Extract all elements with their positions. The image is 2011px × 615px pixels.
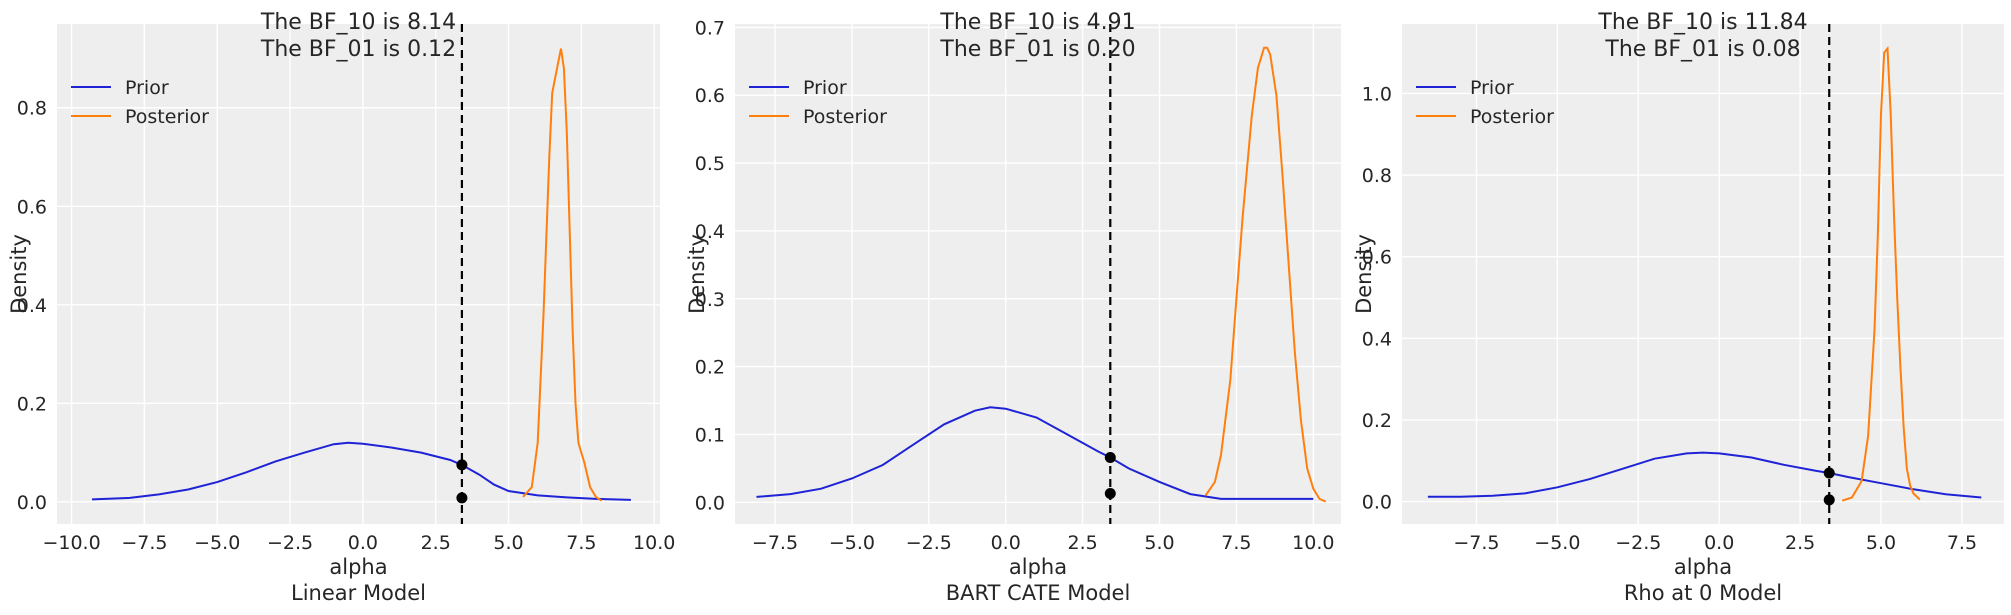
- x-tick-label: −2.5: [906, 532, 952, 554]
- series-line-posterior: [522, 48, 603, 502]
- x-tick-label: 5.0: [1144, 532, 1174, 554]
- density-point: [456, 459, 468, 471]
- y-tick-label: 0.6: [17, 196, 47, 218]
- x-tick-label: −5.0: [829, 532, 875, 554]
- x-tick-label: −7.5: [121, 532, 167, 554]
- legend-label-prior: Prior: [803, 77, 847, 99]
- x-axis-label: alpha: [329, 555, 387, 579]
- chart-title-line: The BF_10 is 4.91: [939, 10, 1135, 35]
- legend-label-posterior: Posterior: [803, 106, 887, 128]
- y-tick-label: 0.4: [17, 295, 47, 317]
- y-tick-label: 0.6: [695, 85, 725, 107]
- chart-panel-1: −10.0 −7.5 −5.0 −2.5 0.0 2.5 5.0 7.5 10.0 0.0 0.2 0…: [7, 10, 675, 605]
- y-tick-label: 0.2: [17, 393, 47, 415]
- x-tick-label: 2.5: [421, 532, 451, 554]
- x-tick-label: −5.0: [1534, 532, 1580, 554]
- series-line-prior: [1427, 451, 1982, 499]
- y-axis-label: Density: [685, 234, 709, 314]
- series-line-prior: [756, 406, 1314, 500]
- x-tick-label: 0.0: [1704, 532, 1734, 554]
- legend-label-posterior: Posterior: [125, 106, 209, 128]
- legend-label-posterior: Posterior: [1470, 106, 1554, 128]
- y-tick-label: 0.8: [1362, 165, 1392, 187]
- chart-title-line: The BF_10 is 11.84: [1597, 10, 1807, 35]
- x-tick-label: −7.5: [752, 532, 798, 554]
- x-tick-label: −2.5: [1615, 532, 1661, 554]
- y-tick-label: 0.0: [17, 492, 47, 514]
- legend-label-prior: Prior: [1470, 77, 1514, 99]
- y-tick-label: 1.0: [1362, 83, 1392, 105]
- x-tick-label: 10.0: [1292, 532, 1334, 554]
- x-tick-label: 2.5: [1067, 532, 1097, 554]
- series-line-posterior: [1841, 45, 1921, 502]
- y-tick-label: 0.4: [1362, 328, 1392, 350]
- y-axis-label: Density: [7, 234, 31, 314]
- chart-subtitle: BART CATE Model: [946, 581, 1131, 605]
- x-tick-label: 0.0: [348, 532, 378, 554]
- y-axis-label: Density: [1352, 234, 1376, 314]
- series-line-posterior: [1204, 46, 1327, 503]
- y-tick-label: 0.4: [695, 221, 725, 243]
- plot-area: [57, 24, 660, 524]
- y-tick-label: 0.7: [695, 17, 725, 39]
- y-tick-label: 0.8: [17, 98, 47, 120]
- chart-title-line: The BF_01 is 0.12: [260, 37, 456, 62]
- chart-subtitle: Linear Model: [291, 581, 426, 605]
- x-tick-label: −5.0: [194, 532, 240, 554]
- chart-subtitle: Rho at 0 Model: [1624, 581, 1782, 605]
- x-axis-label: alpha: [1674, 555, 1732, 579]
- x-tick-label: −2.5: [267, 532, 313, 554]
- density-point: [1104, 487, 1116, 499]
- y-tick-label: 0.2: [695, 357, 725, 379]
- chart-panel-2: −7.5 −5.0 −2.5 0.0 2.5 5.0 7.5 10.0 0.0 0.1 0.2 0.3…: [685, 10, 1341, 605]
- chart-title-line: The BF_01 is 0.08: [1604, 37, 1800, 62]
- x-tick-label: 5.0: [493, 532, 523, 554]
- y-tick-label: 0.5: [695, 153, 725, 175]
- y-tick-label: 0.1: [695, 424, 725, 446]
- x-tick-label: 10.0: [633, 532, 675, 554]
- density-point: [1104, 452, 1116, 464]
- legend-label-prior: Prior: [125, 77, 169, 99]
- y-tick-label: 0.0: [1362, 492, 1392, 514]
- y-tick-label: 0.0: [695, 492, 725, 514]
- x-tick-label: −7.5: [1453, 532, 1499, 554]
- x-axis-label: alpha: [1009, 555, 1067, 579]
- y-tick-label: 0.6: [1362, 247, 1392, 269]
- chart-panel-3: −7.5 −5.0 −2.5 0.0 2.5 5.0 7.5 0.0 0.2 0.4 0.6 0.8 1…: [1352, 10, 2004, 605]
- density-point: [1823, 494, 1835, 506]
- series-line-prior: [91, 441, 631, 501]
- x-tick-label: 7.5: [1221, 532, 1251, 554]
- plot-area: [1402, 24, 2004, 524]
- x-tick-label: 7.5: [566, 532, 596, 554]
- y-tick-label: 0.2: [1362, 410, 1392, 432]
- y-tick-label: 0.3: [695, 289, 725, 311]
- density-point: [456, 492, 468, 504]
- chart-title-line: The BF_01 is 0.20: [939, 37, 1135, 62]
- x-tick-label: 2.5: [1785, 532, 1815, 554]
- x-tick-label: 0.0: [991, 532, 1021, 554]
- plot-area: [735, 24, 1341, 524]
- x-tick-label: −10.0: [42, 532, 100, 554]
- chart-title-line: The BF_10 is 8.14: [260, 10, 456, 35]
- density-point: [1823, 467, 1835, 479]
- x-tick-label: 7.5: [1947, 532, 1977, 554]
- x-tick-label: 5.0: [1866, 532, 1896, 554]
